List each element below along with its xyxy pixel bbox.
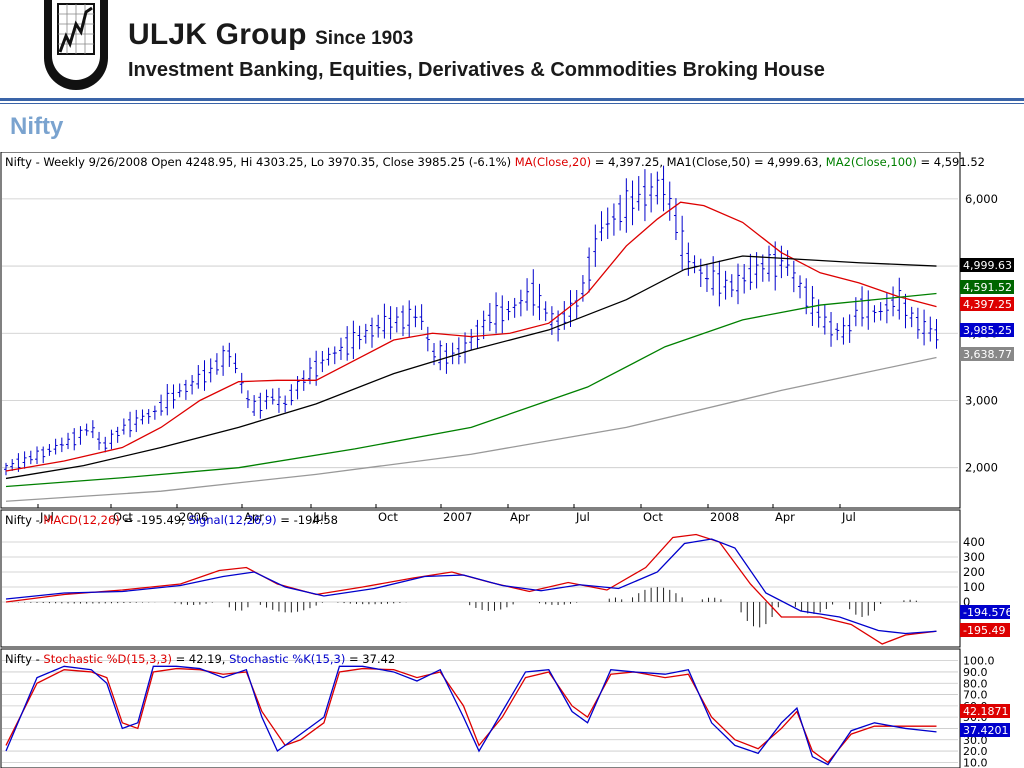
- value-box-bg: [960, 258, 1014, 272]
- panel-frame: [0, 152, 961, 509]
- header-rule: [0, 98, 1024, 101]
- x-tick-label: 2006: [179, 510, 208, 524]
- title-part: Nifty -: [5, 652, 43, 666]
- value-box-label: 4,591.52: [963, 281, 1012, 294]
- stochastic-k-15-3-line: [5, 665, 937, 766]
- value-box: 3,638.77: [960, 347, 1014, 361]
- x-tick-label: 2008: [710, 510, 739, 524]
- signal-12-26-9-line: [5, 538, 937, 635]
- y-tick-label: 100.0: [963, 655, 995, 668]
- y-tick-label: 300: [963, 550, 985, 564]
- y-tick-label: 6,000: [965, 192, 998, 206]
- value-box: -195.49: [960, 623, 1010, 637]
- value-box-label: 42.1871: [963, 705, 1009, 718]
- title-part: Stochastic %D(15,3,3): [43, 652, 172, 666]
- value-box-label: 3,985.25: [963, 324, 1012, 337]
- company-since: Since 1903: [315, 28, 414, 49]
- value-box-label: 4,999.63: [963, 259, 1012, 272]
- ma1-close-50-line: [5, 255, 937, 480]
- title-part: Stochastic %K(15,3): [229, 652, 345, 666]
- company-tagline: Investment Banking, Equities, Derivative…: [128, 59, 825, 81]
- title-part: MA(Close,20): [515, 155, 591, 169]
- header: ULJK Group Since 1903 Investment Banking…: [0, 0, 1024, 104]
- company-brand: ULJK Group Since 1903: [128, 18, 413, 52]
- value-box: 4,591.52: [960, 280, 1014, 294]
- value-box-bg: [960, 704, 1010, 718]
- y-tick-label: 80.0: [963, 677, 988, 690]
- x-tick-label: Apr: [244, 510, 264, 524]
- x-tick-label: Jul: [841, 510, 856, 524]
- x-tick-label: Jul: [39, 510, 54, 524]
- y-tick-label: 0: [963, 595, 970, 609]
- macd-12-26-line: [5, 533, 937, 645]
- x-tick-label: Jul: [575, 510, 590, 524]
- y-tick-label: 70.0: [963, 689, 988, 702]
- page-title: Nifty: [10, 113, 64, 140]
- title-part: = 37.42: [345, 652, 395, 666]
- y-tick-label: 3,000: [965, 393, 998, 407]
- value-box-label: 3,638.77: [963, 348, 1012, 361]
- value-box-bg: [960, 723, 1010, 737]
- stochastic-d-15-3-3-line: [5, 667, 937, 764]
- title-part: = -194.58: [277, 513, 338, 527]
- x-tick-label: Oct: [378, 510, 398, 524]
- value-box-bg: [960, 347, 1014, 361]
- title-part: MACD(12,26): [43, 513, 119, 527]
- value-box-bg: [960, 297, 1014, 311]
- y-tick-label: 20.0: [963, 745, 988, 758]
- y-tick-label: 90.0: [963, 666, 988, 679]
- value-box: -194.576: [960, 605, 1012, 619]
- title-part: = 4,591.52: [917, 155, 985, 169]
- title-part: = 4,397.25, MA1(Close,50) = 4,999.63,: [591, 155, 826, 169]
- panel-title: Nifty - MACD(12,26) = -195.49, Signal(12…: [5, 513, 338, 527]
- title-part: = -195.49,: [120, 513, 189, 527]
- value-box-label: 37.4201: [963, 724, 1009, 737]
- company-name: ULJK Group: [128, 18, 307, 51]
- panel-title: Nifty - Stochastic %D(15,3,3) = 42.19, S…: [5, 652, 395, 666]
- value-box: 4,397.25: [960, 297, 1014, 311]
- uljk-logo: [44, 0, 108, 90]
- price-bars: [4, 165, 939, 476]
- y-tick-label: 400: [963, 535, 985, 549]
- header-rule-thin: [0, 103, 1024, 104]
- value-box: 37.4201: [960, 723, 1010, 737]
- panel-frame: [0, 509, 961, 648]
- panel-frame: [0, 648, 961, 768]
- ma-close-20-line: [5, 201, 937, 472]
- y-tick-label: 100: [963, 580, 985, 594]
- y-tick-label: 2,000: [965, 461, 998, 475]
- value-box: 3,985.25: [960, 323, 1014, 337]
- value-box-bg: [960, 280, 1014, 294]
- y-tick-label: 10.0: [963, 756, 988, 768]
- value-box: 42.1871: [960, 704, 1010, 718]
- value-box-bg: [960, 605, 1010, 619]
- value-box-label: 4,397.25: [963, 298, 1012, 311]
- y-tick-label: 200: [963, 565, 985, 579]
- x-tick-label: 2007: [443, 510, 472, 524]
- title-part: = 42.19,: [172, 652, 229, 666]
- x-tick-label: Apr: [510, 510, 530, 524]
- value-box-label: -194.576: [963, 606, 1012, 619]
- ma2-close-100-line: [5, 292, 937, 488]
- panel-title: Nifty - Weekly 9/26/2008 Open 4248.95, H…: [5, 155, 985, 169]
- moving-average-200-line: [5, 356, 937, 502]
- x-tick-label: Apr: [775, 510, 795, 524]
- value-box-bg: [960, 323, 1014, 337]
- title-part: MA2(Close,100): [826, 155, 917, 169]
- value-box: 4,999.63: [960, 258, 1014, 272]
- value-box-bg: [960, 623, 1010, 637]
- title-part: Nifty - Weekly 9/26/2008 Open 4248.95, H…: [5, 155, 515, 169]
- value-box-label: -195.49: [963, 624, 1005, 637]
- x-tick-label: Jul: [312, 510, 327, 524]
- title-part: Nifty -: [5, 513, 43, 527]
- title-part: Signal(12,26,9): [188, 513, 276, 527]
- x-tick-label: Oct: [113, 510, 133, 524]
- x-tick-label: Oct: [643, 510, 663, 524]
